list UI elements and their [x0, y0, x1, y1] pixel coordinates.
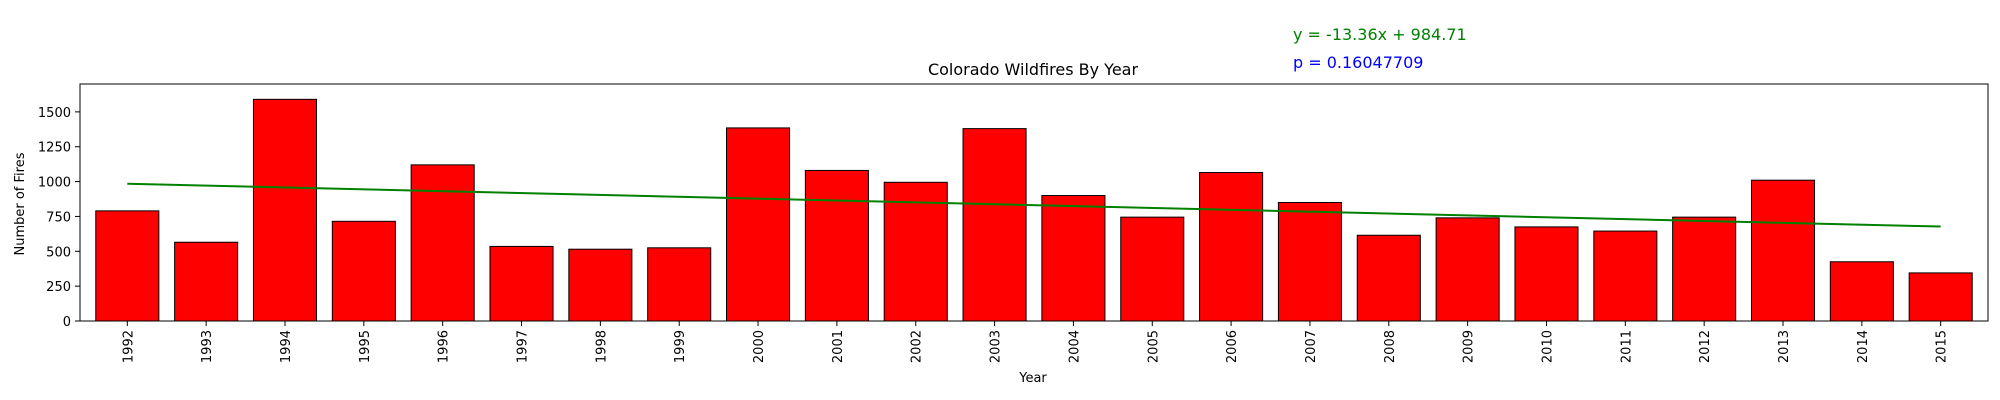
x-tick-label: 1998	[594, 330, 609, 363]
x-tick-label: 2008	[1383, 330, 1398, 363]
bar-2011	[1593, 230, 1658, 322]
plot-area: 0 250 500 750 1000 1250 1500 1992 1993 1994 1995 19…	[38, 83, 1989, 363]
y-tick-label: 1500	[38, 106, 71, 121]
bar-1999	[647, 247, 712, 322]
bar-2015	[1908, 272, 1973, 322]
x-tick-label: 2010	[1540, 330, 1555, 363]
bar-2013	[1750, 179, 1816, 322]
x-tick-label: 2003	[989, 330, 1004, 363]
plot-frame	[79, 83, 1989, 322]
y-tick-label: 750	[46, 210, 71, 225]
y-tick-label: 250	[46, 280, 71, 295]
x-tick-label: 2006	[1225, 330, 1240, 363]
bar-1995	[331, 220, 396, 322]
bar-2005	[1120, 216, 1185, 322]
x-tick-label: 1993	[200, 330, 215, 363]
y-tick-label: 1000	[38, 176, 71, 191]
bar-1993	[174, 241, 239, 322]
x-tick-label: 2011	[1619, 330, 1634, 363]
x-tick-label: 2013	[1777, 330, 1792, 363]
bar-2002	[883, 181, 948, 322]
bar-2007	[1277, 202, 1342, 322]
x-tick-label: 1999	[673, 330, 688, 363]
bar-1992	[95, 210, 160, 322]
bar-2000	[726, 127, 791, 322]
x-axis-label: Year	[1018, 371, 1047, 386]
x-tick-label: 1994	[279, 330, 294, 363]
chart-title: Colorado Wildfires By Year	[928, 60, 1139, 79]
x-tick-label: 1996	[437, 330, 452, 363]
bar-2006	[1199, 172, 1264, 322]
bar-1994	[252, 98, 318, 322]
bar-1996	[410, 164, 475, 322]
x-tick-label: 2009	[1462, 330, 1477, 363]
bar-2009	[1435, 217, 1500, 322]
x-tick-label: 2015	[1935, 330, 1950, 363]
bar-2004	[1041, 195, 1106, 322]
y-tick-label: 1250	[38, 141, 71, 156]
y-tick-label: 500	[46, 245, 71, 260]
bar-1997	[489, 245, 554, 322]
x-tick-label: 2005	[1146, 330, 1161, 363]
x-tick-label: 2004	[1067, 330, 1082, 363]
bar-2001	[804, 169, 869, 322]
x-tick-label: 1997	[516, 330, 531, 363]
bar-2003	[962, 128, 1027, 322]
bar-2014	[1829, 261, 1894, 322]
bar-2010	[1514, 226, 1579, 322]
bar-2012	[1672, 216, 1737, 322]
y-axis-label: Number of Fires	[13, 152, 28, 255]
x-tick-label: 2012	[1698, 330, 1713, 363]
bar-2008	[1356, 234, 1421, 322]
x-tick-label: 2001	[831, 330, 846, 363]
x-tick-label: 1992	[121, 330, 136, 363]
x-tick-label: 2014	[1856, 330, 1871, 363]
x-tick-label: 2000	[752, 330, 767, 363]
x-tick-label: 2007	[1304, 330, 1319, 363]
p-value-annotation: p = 0.16047709	[1293, 53, 1423, 72]
x-tick-label: 2002	[910, 330, 925, 363]
regression-equation-annotation: y = -13.36x + 984.71	[1293, 25, 1467, 44]
y-tick-label: 0	[63, 315, 71, 330]
trendline	[127, 182, 1941, 228]
x-tick-label: 1995	[358, 330, 373, 363]
bar-1998	[568, 248, 633, 322]
